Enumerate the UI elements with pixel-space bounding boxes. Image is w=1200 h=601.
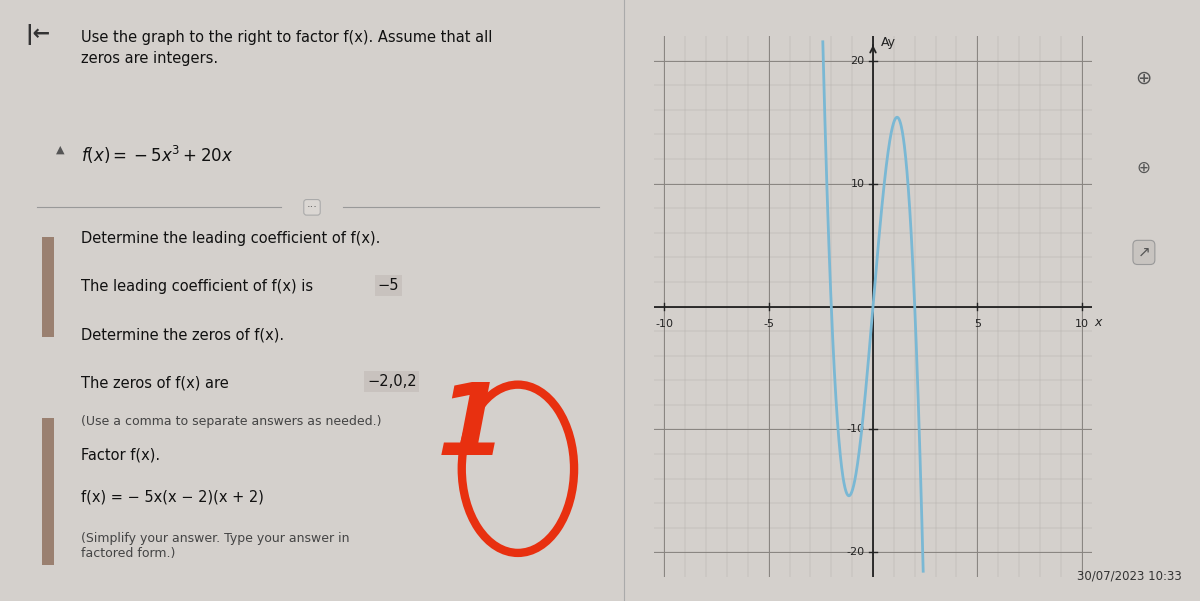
Text: The leading coefficient of f(x) is: The leading coefficient of f(x) is [82,279,313,294]
Text: 1: 1 [437,379,506,475]
Text: The zeros of f(x) are: The zeros of f(x) are [82,376,229,391]
Text: -10: -10 [847,424,865,435]
Text: ↗: ↗ [1138,245,1151,260]
Text: ···: ··· [306,203,318,212]
Text: -5: -5 [763,319,774,329]
Text: 30/07/2023 10:33: 30/07/2023 10:33 [1078,570,1182,583]
Text: (Use a comma to separate answers as needed.): (Use a comma to separate answers as need… [82,415,382,428]
Text: $f(x) = -5x^3 + 20x$: $f(x) = -5x^3 + 20x$ [82,144,233,166]
Text: Determine the zeros of f(x).: Determine the zeros of f(x). [82,328,284,343]
Text: 10: 10 [1074,319,1088,329]
Text: 10: 10 [851,178,865,189]
FancyBboxPatch shape [42,237,54,337]
Text: Factor f(x).: Factor f(x). [82,448,161,463]
Text: Use the graph to the right to factor f(x). Assume that all
zeros are integers.: Use the graph to the right to factor f(x… [82,30,492,66]
Text: Determine the leading coefficient of f(x).: Determine the leading coefficient of f(x… [82,231,380,246]
Text: f(x) = − 5x(x − 2)(x + 2): f(x) = − 5x(x − 2)(x + 2) [82,490,264,505]
Text: Ay: Ay [881,35,896,49]
Text: -10: -10 [655,319,673,329]
Text: (Simplify your answer. Type your answer in
factored form.): (Simplify your answer. Type your answer … [82,532,349,560]
Text: 5: 5 [973,319,980,329]
Text: |←: |← [25,24,50,45]
Text: −5: −5 [378,278,400,293]
Text: x: x [1094,316,1102,329]
Text: -20: -20 [846,548,865,557]
Text: 20: 20 [851,56,865,66]
Text: ⊕: ⊕ [1136,159,1151,177]
Text: ▲: ▲ [56,144,65,154]
FancyBboxPatch shape [42,418,54,565]
Text: −2,0,2: −2,0,2 [367,374,416,389]
Text: ⊕: ⊕ [1135,69,1152,88]
